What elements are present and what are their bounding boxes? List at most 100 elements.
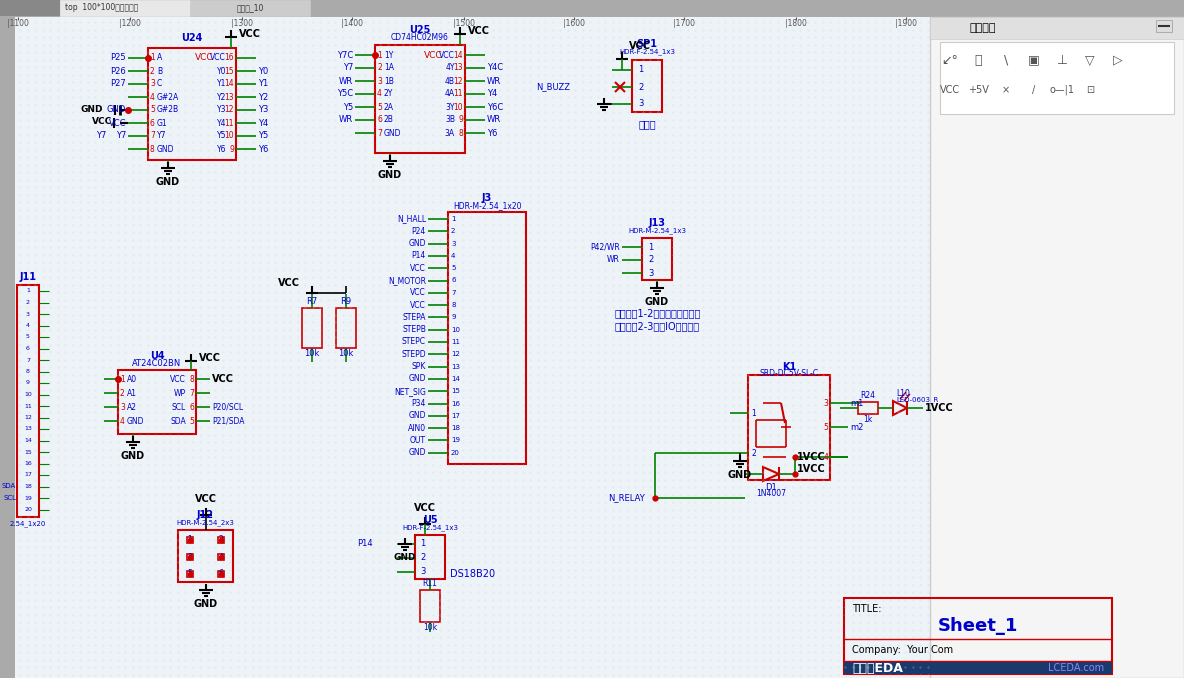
Text: N_RELAY: N_RELAY [609, 494, 645, 502]
Text: VCC: VCC [194, 54, 213, 62]
Text: GND: GND [121, 451, 146, 461]
Text: GND: GND [378, 170, 403, 180]
Text: J13: J13 [649, 218, 665, 228]
Text: VCC: VCC [940, 85, 960, 95]
Text: R11: R11 [423, 578, 437, 588]
Text: SRD-DC5V-SL-C: SRD-DC5V-SL-C [759, 370, 818, 378]
Text: |1100: |1100 [7, 18, 28, 28]
Bar [189, 0, 310, 16]
Text: 14: 14 [24, 438, 32, 443]
Text: B: B [157, 66, 162, 75]
Text: P42/WR: P42/WR [591, 243, 620, 252]
Text: 跳线帽接2-3，是IO扩展操作: 跳线帽接2-3，是IO扩展操作 [614, 321, 700, 331]
Text: 16: 16 [24, 461, 32, 466]
Text: 1: 1 [751, 409, 755, 418]
Text: 11: 11 [451, 339, 461, 345]
Text: SDA: SDA [1, 483, 17, 490]
Text: ▣: ▣ [1028, 54, 1040, 66]
Text: P26: P26 [110, 66, 126, 75]
Text: 18: 18 [24, 484, 32, 489]
Text: 7: 7 [377, 129, 382, 138]
Text: 6: 6 [219, 570, 224, 578]
Text: 4: 4 [150, 92, 155, 102]
Text: 13: 13 [453, 64, 463, 73]
Text: SCL: SCL [172, 403, 186, 412]
Text: |1500: |1500 [453, 18, 475, 28]
Text: NET_SIG: NET_SIG [394, 386, 426, 396]
Text: GND: GND [408, 412, 426, 420]
Bar [844, 661, 1112, 674]
Text: 1A: 1A [384, 64, 394, 73]
Text: 4: 4 [377, 89, 382, 98]
Text: 2: 2 [751, 449, 755, 458]
Bar [60, 0, 189, 16]
Text: 4: 4 [120, 416, 124, 426]
Text: 1: 1 [26, 289, 30, 294]
Text: Y3: Y3 [258, 106, 269, 115]
Text: VCC: VCC [109, 119, 126, 127]
Text: 6: 6 [189, 403, 194, 412]
Text: D1: D1 [765, 483, 777, 492]
Bar [929, 17, 1184, 678]
Text: 3: 3 [451, 241, 456, 247]
Text: |1800: |1800 [785, 18, 807, 28]
Text: 1VCC: 1VCC [925, 403, 954, 413]
Text: 7: 7 [451, 290, 456, 296]
Text: VCC: VCC [410, 264, 426, 273]
Text: P27: P27 [110, 79, 126, 89]
Text: Y4: Y4 [258, 119, 269, 127]
Text: 电气工具: 电气工具 [970, 23, 997, 33]
Text: Y7: Y7 [342, 64, 353, 73]
Text: 10: 10 [24, 392, 32, 397]
Text: 3Y: 3Y [445, 102, 455, 111]
Text: 4A: 4A [445, 89, 455, 98]
Text: GND: GND [127, 416, 144, 426]
Text: WR: WR [487, 77, 501, 85]
Text: Y7: Y7 [96, 132, 107, 140]
Text: ↙°: ↙° [941, 54, 958, 66]
Text: 2: 2 [648, 256, 654, 264]
Text: 3: 3 [377, 77, 382, 85]
Bar [118, 370, 197, 434]
Text: 10k: 10k [423, 624, 437, 633]
Text: 4Y: 4Y [445, 64, 455, 73]
Text: Y2: Y2 [217, 92, 226, 102]
Text: 1VCC: 1VCC [797, 452, 825, 462]
Text: 3: 3 [648, 268, 654, 277]
Text: 3: 3 [823, 399, 828, 407]
Text: |1300: |1300 [231, 18, 253, 28]
Text: R24: R24 [861, 391, 875, 399]
Text: 1B: 1B [384, 77, 394, 85]
Text: 2B: 2B [384, 115, 394, 125]
Text: 10: 10 [453, 102, 463, 111]
Text: o—|1: o—|1 [1049, 85, 1075, 95]
Text: J12: J12 [197, 510, 214, 520]
Text: 2: 2 [150, 66, 155, 75]
Bar [940, 42, 1175, 114]
Text: 11: 11 [24, 403, 32, 409]
Text: AIN0: AIN0 [407, 424, 426, 433]
Text: 19: 19 [24, 496, 32, 500]
Text: OUT: OUT [410, 436, 426, 445]
Text: 1k: 1k [863, 416, 873, 424]
Bar [632, 60, 662, 112]
Text: 3: 3 [26, 311, 30, 317]
Text: Y2: Y2 [258, 92, 269, 102]
Text: 10: 10 [451, 327, 461, 333]
Text: 跳线帽接1-2，是存储映射操作: 跳线帽接1-2，是存储映射操作 [614, 308, 701, 318]
Text: G#2A: G#2A [157, 92, 179, 102]
Text: N_BUZZ: N_BUZZ [536, 83, 570, 92]
Text: G#2B: G#2B [157, 106, 179, 115]
Text: 14: 14 [451, 376, 459, 382]
Text: 6: 6 [26, 346, 30, 351]
Text: P21/SDA: P21/SDA [212, 416, 245, 426]
Text: N_HALL: N_HALL [397, 214, 426, 224]
Text: STEPA: STEPA [403, 313, 426, 322]
Text: 6: 6 [150, 119, 155, 127]
Text: A1: A1 [127, 388, 137, 397]
Text: 2: 2 [420, 553, 425, 563]
Text: 4: 4 [451, 253, 456, 259]
Text: TITLE:: TITLE: [852, 604, 882, 614]
Text: VCC: VCC [439, 50, 455, 60]
Text: |1700: |1700 [673, 18, 695, 28]
